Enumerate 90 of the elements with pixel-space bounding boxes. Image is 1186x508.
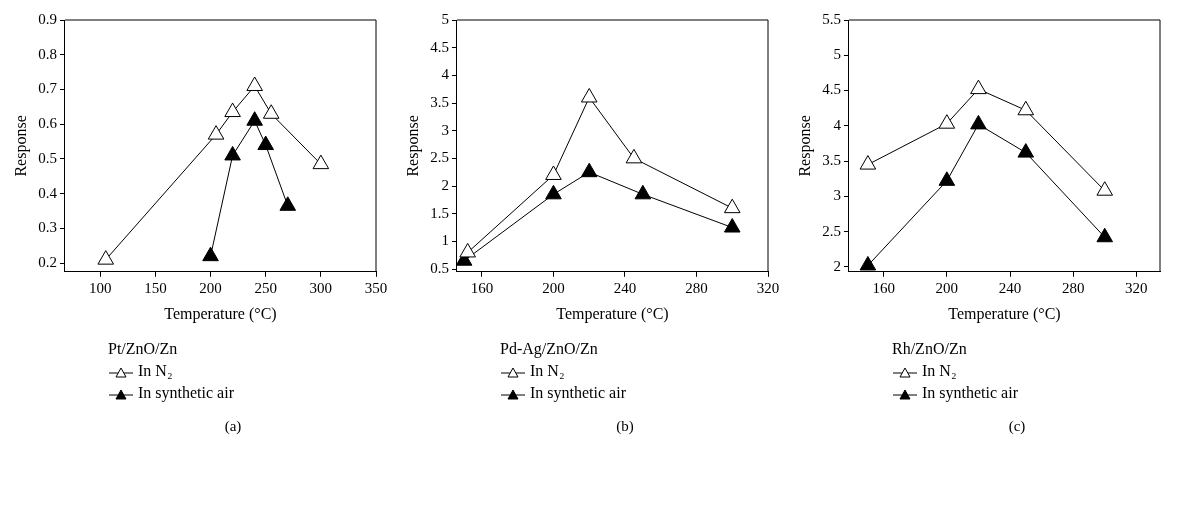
x-tick-label: 160 [470,279,494,296]
y-tick-label: 4 [441,66,450,83]
y-tick-label: 2.5 [822,222,841,239]
x-tick-label: 160 [872,279,895,296]
point [1017,143,1035,158]
y-tick-label: 3.5 [430,93,449,110]
point [262,104,280,119]
legend-label: In N₂ [922,362,957,379]
x-tick-label: 250 [254,279,277,296]
point [625,148,643,164]
y-axis-title: Response [403,115,422,177]
x-tick-label: 300 [309,279,333,296]
text: (a) [223,418,243,435]
point [938,171,956,186]
point [246,111,263,126]
y-tick-label: 4 [833,116,842,133]
y-tick-label: 2 [833,257,841,274]
point [1096,181,1114,196]
point [312,154,330,170]
y-tick-label: 5 [441,10,449,27]
point [207,125,225,140]
x-axis-title: Temperature (°C) [948,304,1061,323]
point [202,246,219,262]
x-tick-label: 240 [613,279,637,296]
y-tick-label: 2.5 [430,149,449,166]
y-tick-label: 0.5 [430,259,449,276]
point [580,87,598,103]
point [1017,100,1035,116]
y-axis-title: Response [795,115,814,177]
x-tick-label: 200 [199,279,222,296]
point [257,135,274,151]
point [723,198,741,214]
legend-title: Pd-Ag/ZnO/Zn [500,339,599,360]
y-tick-label: 0.7 [38,80,58,97]
point [970,79,987,95]
point [859,255,877,271]
x-tick-label: 240 [998,279,1022,296]
x-tick-label: 200 [935,279,959,296]
x-tick-label: 280 [1061,279,1085,296]
x-tick-label: 350 [364,279,388,296]
point [545,165,562,180]
legend-label: In N₂ [530,362,565,379]
y-tick-label: 5 [833,46,841,63]
x-tick-label: 320 [756,279,780,296]
legend-label: In synthetic air [922,384,1018,401]
point [580,162,598,178]
point [545,184,562,200]
y-tick-label: 1 [441,232,449,249]
x-axis-title: Temperature (°C) [556,304,669,323]
x-tick-label: 320 [1125,279,1148,296]
text: (c) [1007,418,1027,435]
point [459,242,476,258]
point [97,250,115,265]
point [938,114,956,129]
legend-label: In N₂ [138,362,173,379]
point [1096,227,1114,243]
x-tick-label: 280 [685,279,708,296]
legend-title: Rh/ZnO/Zn [892,339,968,359]
y-tick-label: 2 [441,176,449,193]
y-axis-title: Response [11,115,30,177]
point [723,218,741,233]
legend-title: Pt/ZnO/Zn [108,339,179,359]
y-tick-label: 4.5 [430,38,449,55]
x-tick-label: 100 [89,279,112,296]
point [859,155,877,170]
y-tick-label: 3 [441,121,449,138]
y-tick-label: 1.5 [430,204,449,221]
point [970,114,987,130]
point [246,76,263,91]
point [224,145,241,161]
y-tick-label: 0.3 [38,219,57,236]
legend-label: In synthetic air [530,384,626,401]
point [634,184,652,200]
x-tick-label: 150 [144,279,167,296]
y-tick-label: 0.8 [38,45,57,62]
y-tick-label: 5.5 [822,10,841,27]
y-tick-label: 4.5 [822,81,841,98]
y-tick-label: 0.4 [38,184,58,201]
point [224,102,241,118]
y-tick-label: 3 [833,187,841,204]
y-tick-label: 0.2 [38,254,57,271]
legend-label: In synthetic air [138,384,234,401]
point [279,196,297,211]
y-tick-label: 0.9 [38,10,57,27]
text: (b) [615,418,635,435]
y-tick-label: 0.5 [38,149,57,166]
y-tick-label: 0.6 [38,115,58,132]
x-axis-title: Temperature (°C) [164,304,277,323]
y-tick-label: 3.5 [822,152,841,168]
x-tick-label: 200 [542,279,565,296]
